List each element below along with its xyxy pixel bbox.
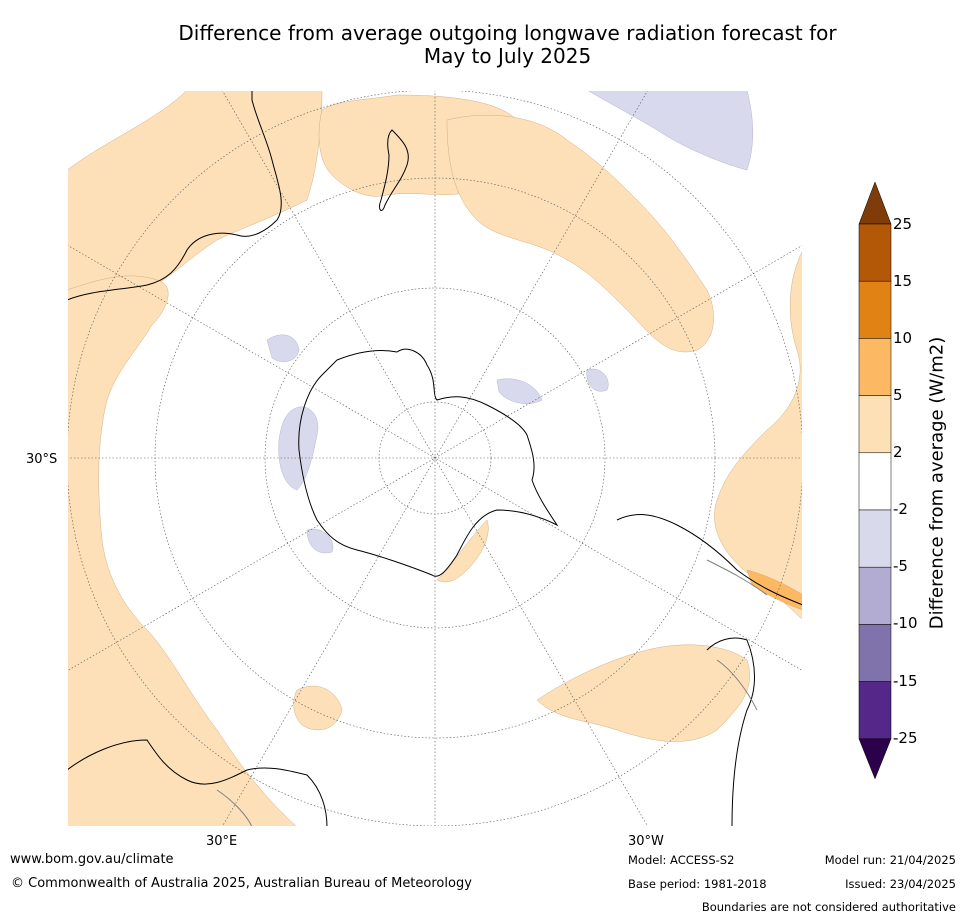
border-africa: [216, 789, 253, 827]
country-borders: [216, 559, 768, 827]
colorbar-tick-neg2: -2: [893, 500, 908, 518]
colorbar-segment: [858, 681, 892, 740]
coastlines: [67, 90, 803, 827]
border-south-america-1: [706, 559, 768, 596]
border-south-america-2: [716, 659, 758, 711]
colorbar-segment: [858, 624, 892, 682]
negative-anomaly-small-1: [266, 334, 300, 362]
colorbar-tick-15: 15: [893, 272, 913, 290]
australia-coastline: [67, 90, 282, 301]
negative-anomaly-regions: [266, 90, 753, 554]
footer-base-period: Base period: 1981-2018: [628, 877, 767, 891]
new-zealand-coastline: [379, 129, 409, 211]
colorbar-tick-2: 2: [893, 443, 903, 461]
colorbar-tick-neg25: -25: [893, 729, 918, 747]
colorbar-tick-neg15: -15: [893, 672, 918, 690]
negative-anomaly-northeast: [586, 90, 753, 171]
anomaly-patch-south-coast: [293, 685, 343, 731]
title-line-1: Difference from average outgoing longwav…: [178, 21, 837, 45]
colorbar-tick-neg10: -10: [893, 614, 918, 632]
footer-model: Model: ACCESS-S2: [628, 853, 735, 867]
negative-anomaly-small-2: [496, 378, 543, 404]
colorbar-tick-neg5: -5: [893, 557, 908, 575]
footer-disclaimer: Boundaries are not considered authoritat…: [701, 900, 956, 914]
colorbar-segment: [858, 280, 892, 339]
anomaly-region-west-band: [67, 275, 298, 827]
polar-map: [67, 90, 803, 827]
negative-anomaly-small-3: [586, 368, 609, 392]
chart-title: Difference from average outgoing longwav…: [100, 22, 915, 68]
colorbar-extend-low: [858, 738, 892, 780]
footer-copyright: © Commonwealth of Australia 2025, Austra…: [11, 876, 472, 891]
anomaly-patch-antarctic-peninsula: [436, 519, 489, 583]
colorbar-segment: [858, 452, 892, 511]
footer-model-run: Model run: 21/04/2025: [824, 853, 956, 867]
title-line-2: May to July 2025: [423, 44, 592, 68]
colorbar-tick-10: 10: [893, 329, 913, 347]
colorbar-tick-25: 25: [893, 215, 913, 233]
colorbar-segment: [858, 223, 892, 282]
colorbar-segment: [858, 338, 892, 396]
colorbar-segment: [858, 509, 892, 568]
south-america-coastline: [616, 514, 803, 827]
colorbar-segment: [858, 395, 892, 454]
colorbar-extend-high: [858, 181, 892, 225]
lon-label-30w: 30°W: [628, 834, 664, 849]
footer-url[interactable]: www.bom.gov.au/climate: [10, 852, 174, 867]
lat-label-30s: 30°S: [26, 452, 58, 467]
antarctica-coastline: [298, 348, 559, 577]
colorbar-title: Difference from average (W/m2): [926, 336, 948, 630]
negative-anomaly-small-4: [306, 528, 334, 554]
colorbar: [858, 181, 892, 780]
colorbar-tick-5: 5: [893, 386, 903, 404]
footer-issued: Issued: 23/04/2025: [845, 877, 956, 891]
positive-anomaly-regions: [67, 90, 803, 827]
negative-anomaly-west-antarctic: [278, 406, 319, 491]
map-frame: [67, 90, 803, 827]
colorbar-segment: [858, 566, 892, 625]
anomaly-region-northeast: [446, 114, 714, 353]
africa-coastline: [67, 739, 328, 827]
latitude-circle-middle: [264, 287, 606, 629]
lon-label-30e: 30°E: [206, 834, 238, 849]
